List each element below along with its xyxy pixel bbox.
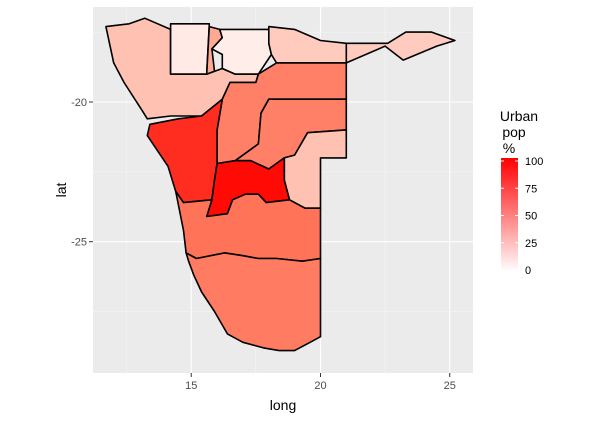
- x-tick-label: 25: [444, 380, 456, 392]
- legend-tick-label: 25: [525, 238, 537, 250]
- legend-title-line-1: Urban: [500, 108, 538, 124]
- legend-colorbar: [501, 158, 518, 272]
- legend-ticks: 100 75 50 25 0: [501, 156, 543, 277]
- legend-title-line-2: pop: [502, 124, 526, 140]
- regions-layer: [105, 17, 456, 352]
- legend-tick-label: 100: [525, 156, 543, 168]
- x-axis-title: long: [270, 397, 296, 413]
- legend-tick-label: 75: [525, 183, 537, 195]
- y-tick-label: -25: [71, 237, 87, 249]
- axes: 15 20 25 -20 -25: [71, 97, 456, 392]
- region-6: [345, 31, 456, 64]
- region-13: [185, 252, 322, 352]
- legend-tick-label: 50: [525, 211, 537, 223]
- x-tick-label: 20: [314, 380, 326, 392]
- legend: Urban pop % 100 75 50 25 0: [500, 108, 543, 277]
- region-2: [169, 22, 211, 75]
- region-4: [211, 28, 273, 75]
- y-axis-title: lat: [53, 183, 69, 198]
- x-tick-label: 15: [185, 380, 197, 392]
- y-tick-label: -20: [71, 97, 87, 109]
- legend-title-line-3: %: [503, 140, 515, 156]
- legend-tick-label: 0: [525, 265, 531, 277]
